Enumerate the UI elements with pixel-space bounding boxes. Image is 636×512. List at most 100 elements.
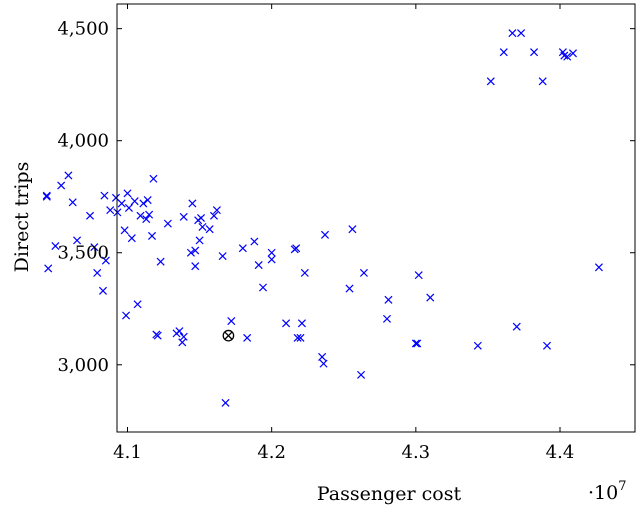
- x-tick-label: 4.4: [546, 442, 575, 463]
- data-point-marker: [64, 171, 73, 180]
- data-point-marker: [142, 215, 151, 224]
- data-point-marker: [120, 226, 129, 235]
- data-point-marker: [258, 283, 268, 292]
- data-point-marker: [414, 271, 423, 280]
- data-point-marker: [411, 339, 420, 348]
- data-point-marker: [530, 48, 539, 57]
- y-tick-label: 4,000: [57, 131, 109, 152]
- data-point-marker: [517, 29, 526, 38]
- data-point-marker: [42, 192, 51, 201]
- data-point-marker: [101, 256, 110, 265]
- data-point-marker: [486, 77, 495, 86]
- data-point-marker: [320, 230, 330, 239]
- data-point-marker: [163, 219, 172, 228]
- data-point-marker: [594, 263, 603, 272]
- data-point-marker: [195, 236, 204, 245]
- data-point-marker: [426, 293, 435, 302]
- data-point-marker: [44, 264, 53, 273]
- highlight-layer: [222, 329, 235, 342]
- data-point-marker: [143, 196, 152, 205]
- data-point-marker: [191, 262, 200, 271]
- data-point-marker: [348, 225, 357, 234]
- y-tick-label: 3,500: [57, 243, 109, 264]
- data-point-marker: [100, 191, 109, 200]
- data-point-marker: [267, 248, 276, 257]
- data-point-marker: [209, 211, 219, 220]
- data-point-marker: [179, 332, 188, 341]
- points-layer: [42, 29, 603, 407]
- y-tick-label: 4,500: [57, 19, 109, 40]
- data-point-marker: [186, 248, 195, 257]
- data-point-marker: [122, 311, 131, 320]
- data-point-marker: [133, 300, 142, 309]
- data-point-marker: [147, 231, 157, 240]
- data-point-marker: [250, 237, 259, 246]
- data-point-marker: [198, 222, 207, 231]
- data-point-marker: [512, 322, 521, 331]
- data-point-marker: [508, 29, 517, 38]
- data-point-marker: [568, 49, 577, 58]
- data-point-marker: [175, 327, 184, 336]
- data-point-marker: [106, 206, 115, 215]
- y-tick-labels: 3,000 3,500 4,000 4,500: [57, 19, 109, 376]
- data-point-marker: [191, 246, 200, 255]
- data-point-marker: [123, 189, 132, 198]
- data-point-marker: [357, 370, 366, 379]
- data-point-marker: [563, 52, 572, 61]
- ticks-layer: [117, 4, 635, 432]
- data-point-marker: [292, 244, 301, 253]
- data-point-marker: [267, 255, 276, 264]
- data-point-marker: [188, 199, 197, 208]
- x-tick-label: 4.2: [257, 442, 286, 463]
- y-axis-title: Direct trips: [11, 162, 33, 273]
- highlighted-point-marker: [222, 329, 235, 342]
- data-point-marker: [117, 199, 126, 208]
- x-tick-label: 4.1: [113, 442, 142, 463]
- data-point-marker: [124, 203, 133, 212]
- data-point-marker: [293, 333, 302, 342]
- data-point-marker: [345, 284, 354, 293]
- data-point-marker: [98, 286, 108, 295]
- data-point-marker: [499, 48, 508, 57]
- data-point-marker: [473, 341, 482, 350]
- x-axis-multiplier-exponent: 7: [618, 479, 626, 494]
- data-point-marker: [212, 206, 221, 215]
- data-point-marker: [205, 225, 214, 234]
- data-point-marker: [227, 317, 236, 326]
- data-point-marker: [319, 359, 328, 368]
- data-point-marker: [318, 352, 327, 361]
- data-point-marker: [254, 261, 263, 270]
- x-tick-labels: 4.1 4.2 4.3 4.4: [113, 442, 574, 463]
- data-point-marker: [93, 268, 102, 277]
- data-point-marker: [127, 234, 136, 243]
- data-point-marker: [413, 339, 422, 348]
- x-axis-multiplier-base: ·10: [588, 482, 618, 504]
- plot-area-frame: [116, 3, 636, 433]
- data-point-marker: [282, 319, 291, 328]
- data-point-marker: [297, 319, 306, 328]
- x-axis-title: Passenger cost: [317, 483, 462, 505]
- data-point-marker: [153, 331, 162, 340]
- data-point-marker: [57, 181, 66, 190]
- data-point-marker: [73, 236, 82, 245]
- data-point-marker: [130, 197, 139, 206]
- data-point-marker: [145, 210, 154, 219]
- data-point-marker: [149, 174, 158, 183]
- data-point-marker: [359, 268, 368, 277]
- data-point-marker: [139, 199, 148, 208]
- data-point-marker: [85, 211, 95, 220]
- data-point-marker: [296, 333, 305, 342]
- data-point-marker: [179, 212, 188, 221]
- data-point-marker: [90, 243, 99, 252]
- data-point-marker: [178, 338, 187, 347]
- data-point-marker: [538, 77, 547, 86]
- data-point-marker: [68, 198, 77, 207]
- data-point-marker: [543, 341, 552, 350]
- data-point-marker: [238, 244, 247, 253]
- data-point-marker: [156, 257, 165, 266]
- data-point-marker: [382, 314, 392, 323]
- data-point-marker: [51, 241, 60, 251]
- data-point-marker: [384, 295, 393, 304]
- data-point-marker: [218, 252, 227, 261]
